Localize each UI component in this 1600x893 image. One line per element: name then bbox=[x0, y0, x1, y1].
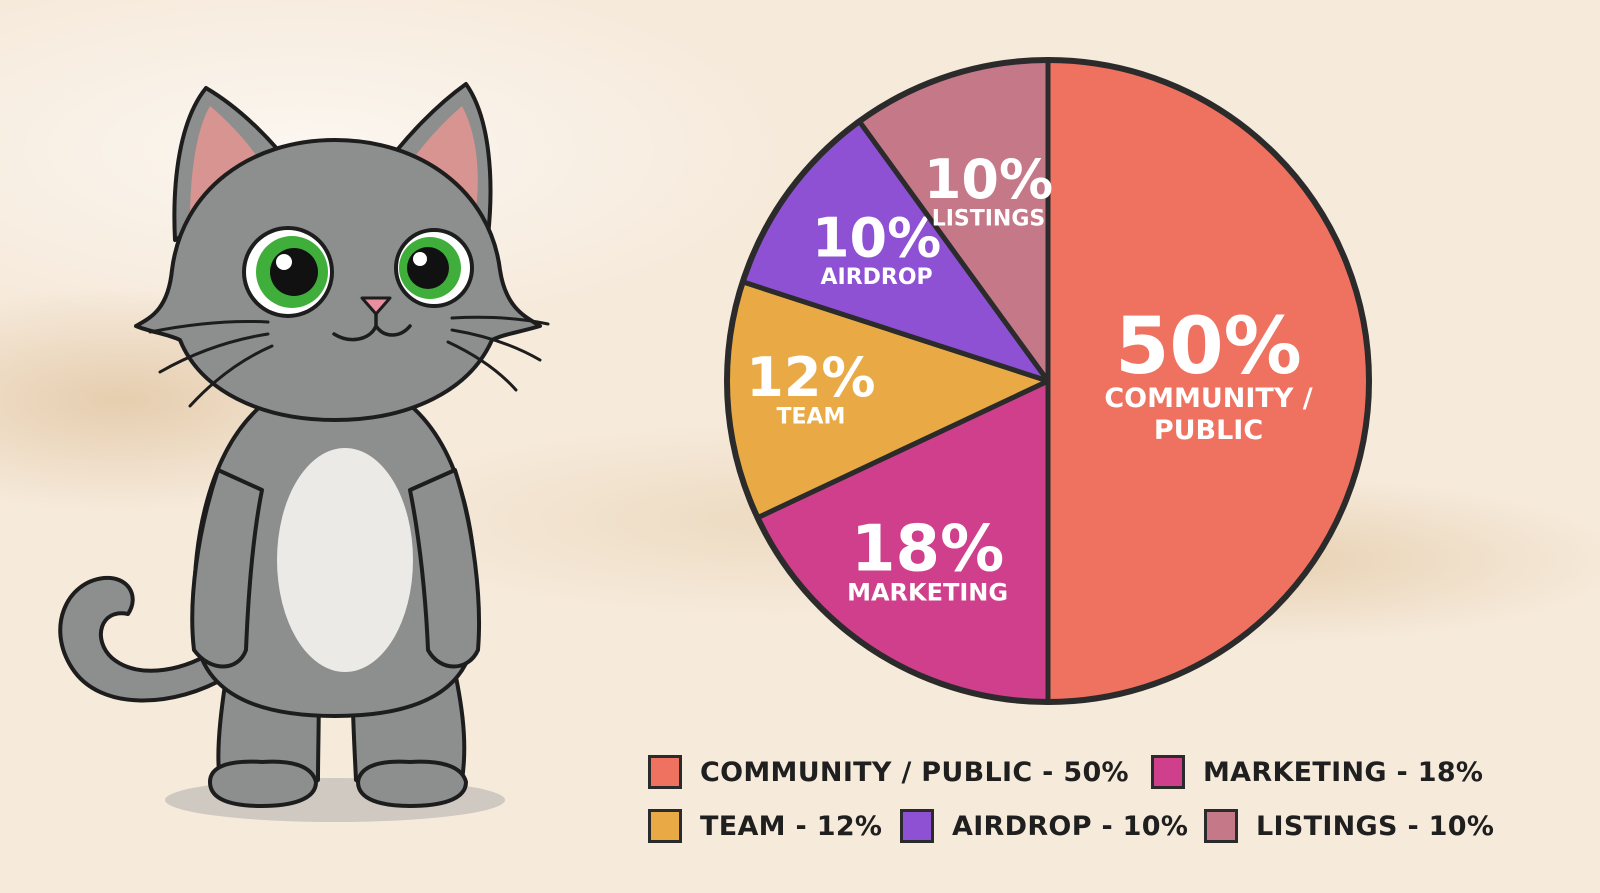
cat-left-arm bbox=[190, 468, 264, 669]
cat-belly bbox=[277, 448, 413, 672]
cat-right-ear-inner bbox=[408, 106, 478, 210]
pie-chart: 50%COMMUNITY /PUBLIC 18%MARKETING 12%TEAM 1… bbox=[724, 57, 1372, 705]
slice-percent-label: 10% bbox=[924, 148, 1053, 211]
cat-right-foot bbox=[356, 759, 468, 808]
legend-item: AIRDROP - 10% bbox=[900, 806, 1188, 846]
pie-outline bbox=[724, 57, 1372, 705]
slice-percent-label: 50% bbox=[1115, 302, 1302, 392]
slice-name-label: TEAM bbox=[776, 404, 845, 429]
slice-percent-label: 12% bbox=[746, 346, 875, 409]
legend-swatch bbox=[1204, 809, 1238, 843]
cat-whiskers bbox=[148, 315, 550, 408]
cat-head bbox=[134, 138, 542, 422]
cat-left-eye-shine bbox=[276, 254, 292, 270]
slice-name-label: MARKETING bbox=[847, 579, 1008, 607]
cat-mouth bbox=[332, 312, 412, 342]
cat-right-arm bbox=[408, 468, 481, 669]
legend-label: LISTINGS - 10% bbox=[1256, 810, 1495, 842]
legend-label: TEAM - 12% bbox=[700, 810, 883, 842]
legend-item: TEAM - 12% bbox=[648, 806, 882, 846]
slice-name-label: COMMUNITY / bbox=[1104, 383, 1312, 414]
legend-label: AIRDROP - 10% bbox=[952, 810, 1189, 842]
chart-legend: COMMUNITY / PUBLIC - 50% MARKETING - 18% T… bbox=[648, 752, 1548, 862]
legend-swatch bbox=[900, 809, 934, 843]
legend-item: COMMUNITY / PUBLIC - 50% bbox=[648, 752, 1129, 792]
slice-percent-label: 10% bbox=[812, 206, 941, 269]
slice-name-label: LISTINGS bbox=[932, 206, 1046, 231]
slice-name-label: AIRDROP bbox=[821, 265, 933, 290]
legend-label: COMMUNITY / PUBLIC - 50% bbox=[700, 756, 1129, 788]
cat-nose bbox=[360, 296, 392, 316]
legend-swatch bbox=[648, 809, 682, 843]
cat-right-eye-pupil bbox=[407, 247, 449, 289]
cat-right-eye-shine bbox=[413, 252, 427, 266]
legend-swatch bbox=[648, 755, 682, 789]
cat-left-foot bbox=[208, 759, 318, 808]
legend-item: LISTINGS - 10% bbox=[1204, 806, 1494, 846]
slice-percent-label: 18% bbox=[851, 513, 1004, 587]
legend-swatch bbox=[1151, 755, 1185, 789]
cat-left-eye-pupil bbox=[270, 248, 318, 296]
legend-label: MARKETING - 18% bbox=[1203, 756, 1484, 788]
legend-item: MARKETING - 18% bbox=[1151, 752, 1483, 792]
slice-name-label: PUBLIC bbox=[1154, 415, 1263, 446]
cat-illustration bbox=[58, 82, 550, 822]
cat-tail bbox=[58, 575, 230, 703]
